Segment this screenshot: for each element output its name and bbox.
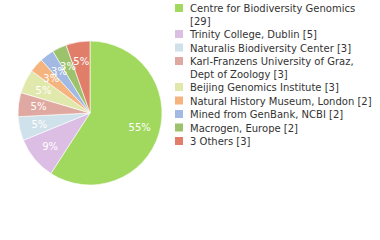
legend-swatch (175, 83, 183, 91)
legend-swatch (175, 110, 183, 118)
pie-slice (18, 113, 90, 140)
legend-label: Centre for Biodiversity Genomics[29] (190, 3, 355, 27)
data-label: 5% (31, 119, 47, 130)
legend-swatch (175, 57, 183, 65)
legend-label: 3 Others [3] (190, 136, 251, 147)
data-label: 9% (42, 141, 58, 152)
legend-swatch (175, 30, 183, 38)
data-label: 5% (36, 85, 52, 96)
data-label: 55% (129, 122, 151, 133)
slices (18, 41, 162, 185)
legend-label: Beijing Genomics Institute [3] (190, 82, 339, 93)
legend-swatch (175, 4, 183, 12)
legend-swatch (175, 124, 183, 132)
chart-root: 55%9%5%5%5%3%3%3%5%Centre for Biodiversi… (0, 0, 380, 240)
legend-label: Macrogen, Europe [2] (190, 123, 298, 134)
legend-swatch (175, 44, 183, 52)
legend-label: Naturalis Biodiversity Center [3] (190, 43, 351, 54)
chart: 55%9%5%5%5%3%3%3%5%Centre for Biodiversi… (0, 0, 380, 240)
pie-slice (66, 41, 90, 113)
data-labels: 55%9%5%5%5%3%3%3%5% (31, 56, 151, 151)
legend-label: Karl-Franzens University of Graz,Dept of… (190, 56, 354, 80)
legend-label: Natural History Museum, London [2] (190, 96, 372, 107)
legend-label: Trinity College, Dublin [5] (189, 29, 317, 40)
legend: Centre for Biodiversity Genomics[29] Trin… (175, 3, 372, 147)
data-label: 5% (73, 56, 89, 67)
legend-label: Mined from GenBank, NCBI [2] (190, 109, 343, 120)
data-label: 5% (31, 101, 47, 112)
legend-swatch (175, 97, 183, 105)
legend-swatch (175, 137, 183, 145)
